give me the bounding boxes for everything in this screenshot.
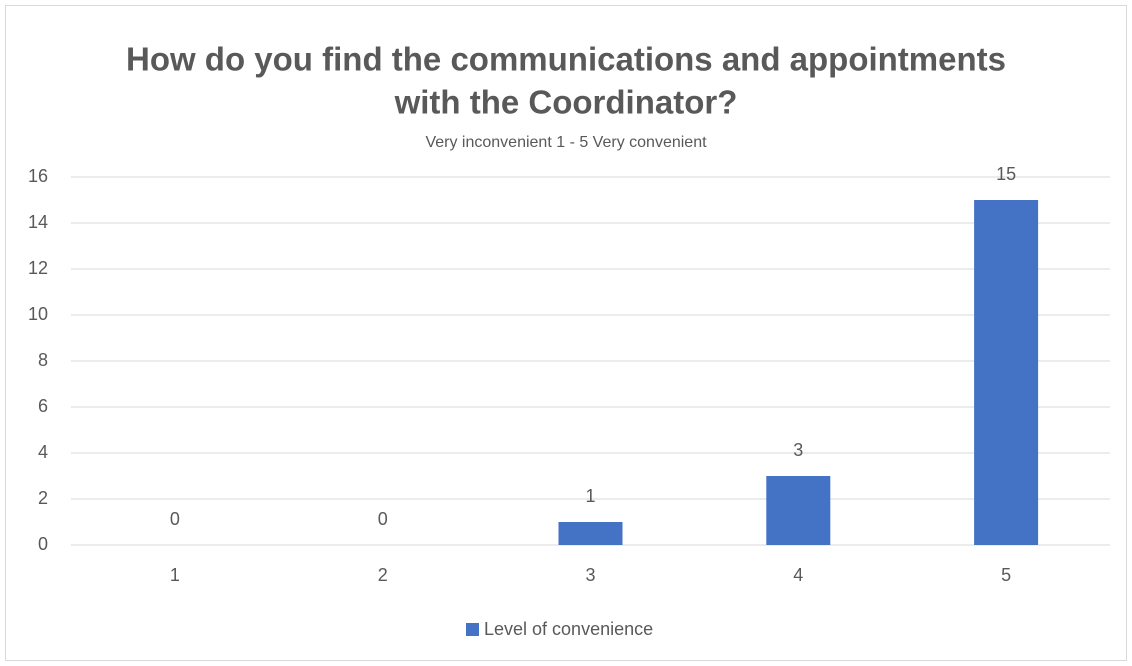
bar	[974, 200, 1039, 545]
chart-title: How do you find the communications and a…	[126, 41, 1006, 78]
chart-border	[5, 5, 1127, 661]
x-tick-label: 5	[1001, 565, 1011, 585]
y-tick-label: 4	[38, 442, 48, 462]
legend-swatch	[466, 623, 479, 636]
bar	[558, 522, 623, 545]
chart-subtitle: Very inconvenient 1 - 5 Very convenient	[425, 134, 707, 151]
x-tick-label: 2	[378, 565, 388, 585]
bar	[766, 476, 831, 545]
data-label: 3	[793, 440, 803, 460]
data-label: 15	[996, 164, 1016, 184]
data-label: 1	[585, 486, 595, 506]
data-label: 0	[378, 509, 388, 529]
legend-label: Level of convenience	[484, 619, 653, 639]
y-tick-label: 16	[28, 166, 48, 186]
y-tick-label: 0	[38, 534, 48, 554]
y-tick-label: 6	[38, 396, 48, 416]
x-tick-label: 4	[793, 565, 803, 585]
y-tick-label: 8	[38, 350, 48, 370]
y-tick-label: 2	[38, 488, 48, 508]
y-tick-label: 12	[28, 258, 48, 278]
x-tick-label: 1	[170, 565, 180, 585]
y-tick-label: 10	[28, 304, 48, 324]
x-tick-label: 3	[585, 565, 595, 585]
y-tick-label: 14	[28, 212, 48, 232]
data-label: 0	[170, 509, 180, 529]
chart-title: with the Coordinator?	[394, 84, 738, 121]
